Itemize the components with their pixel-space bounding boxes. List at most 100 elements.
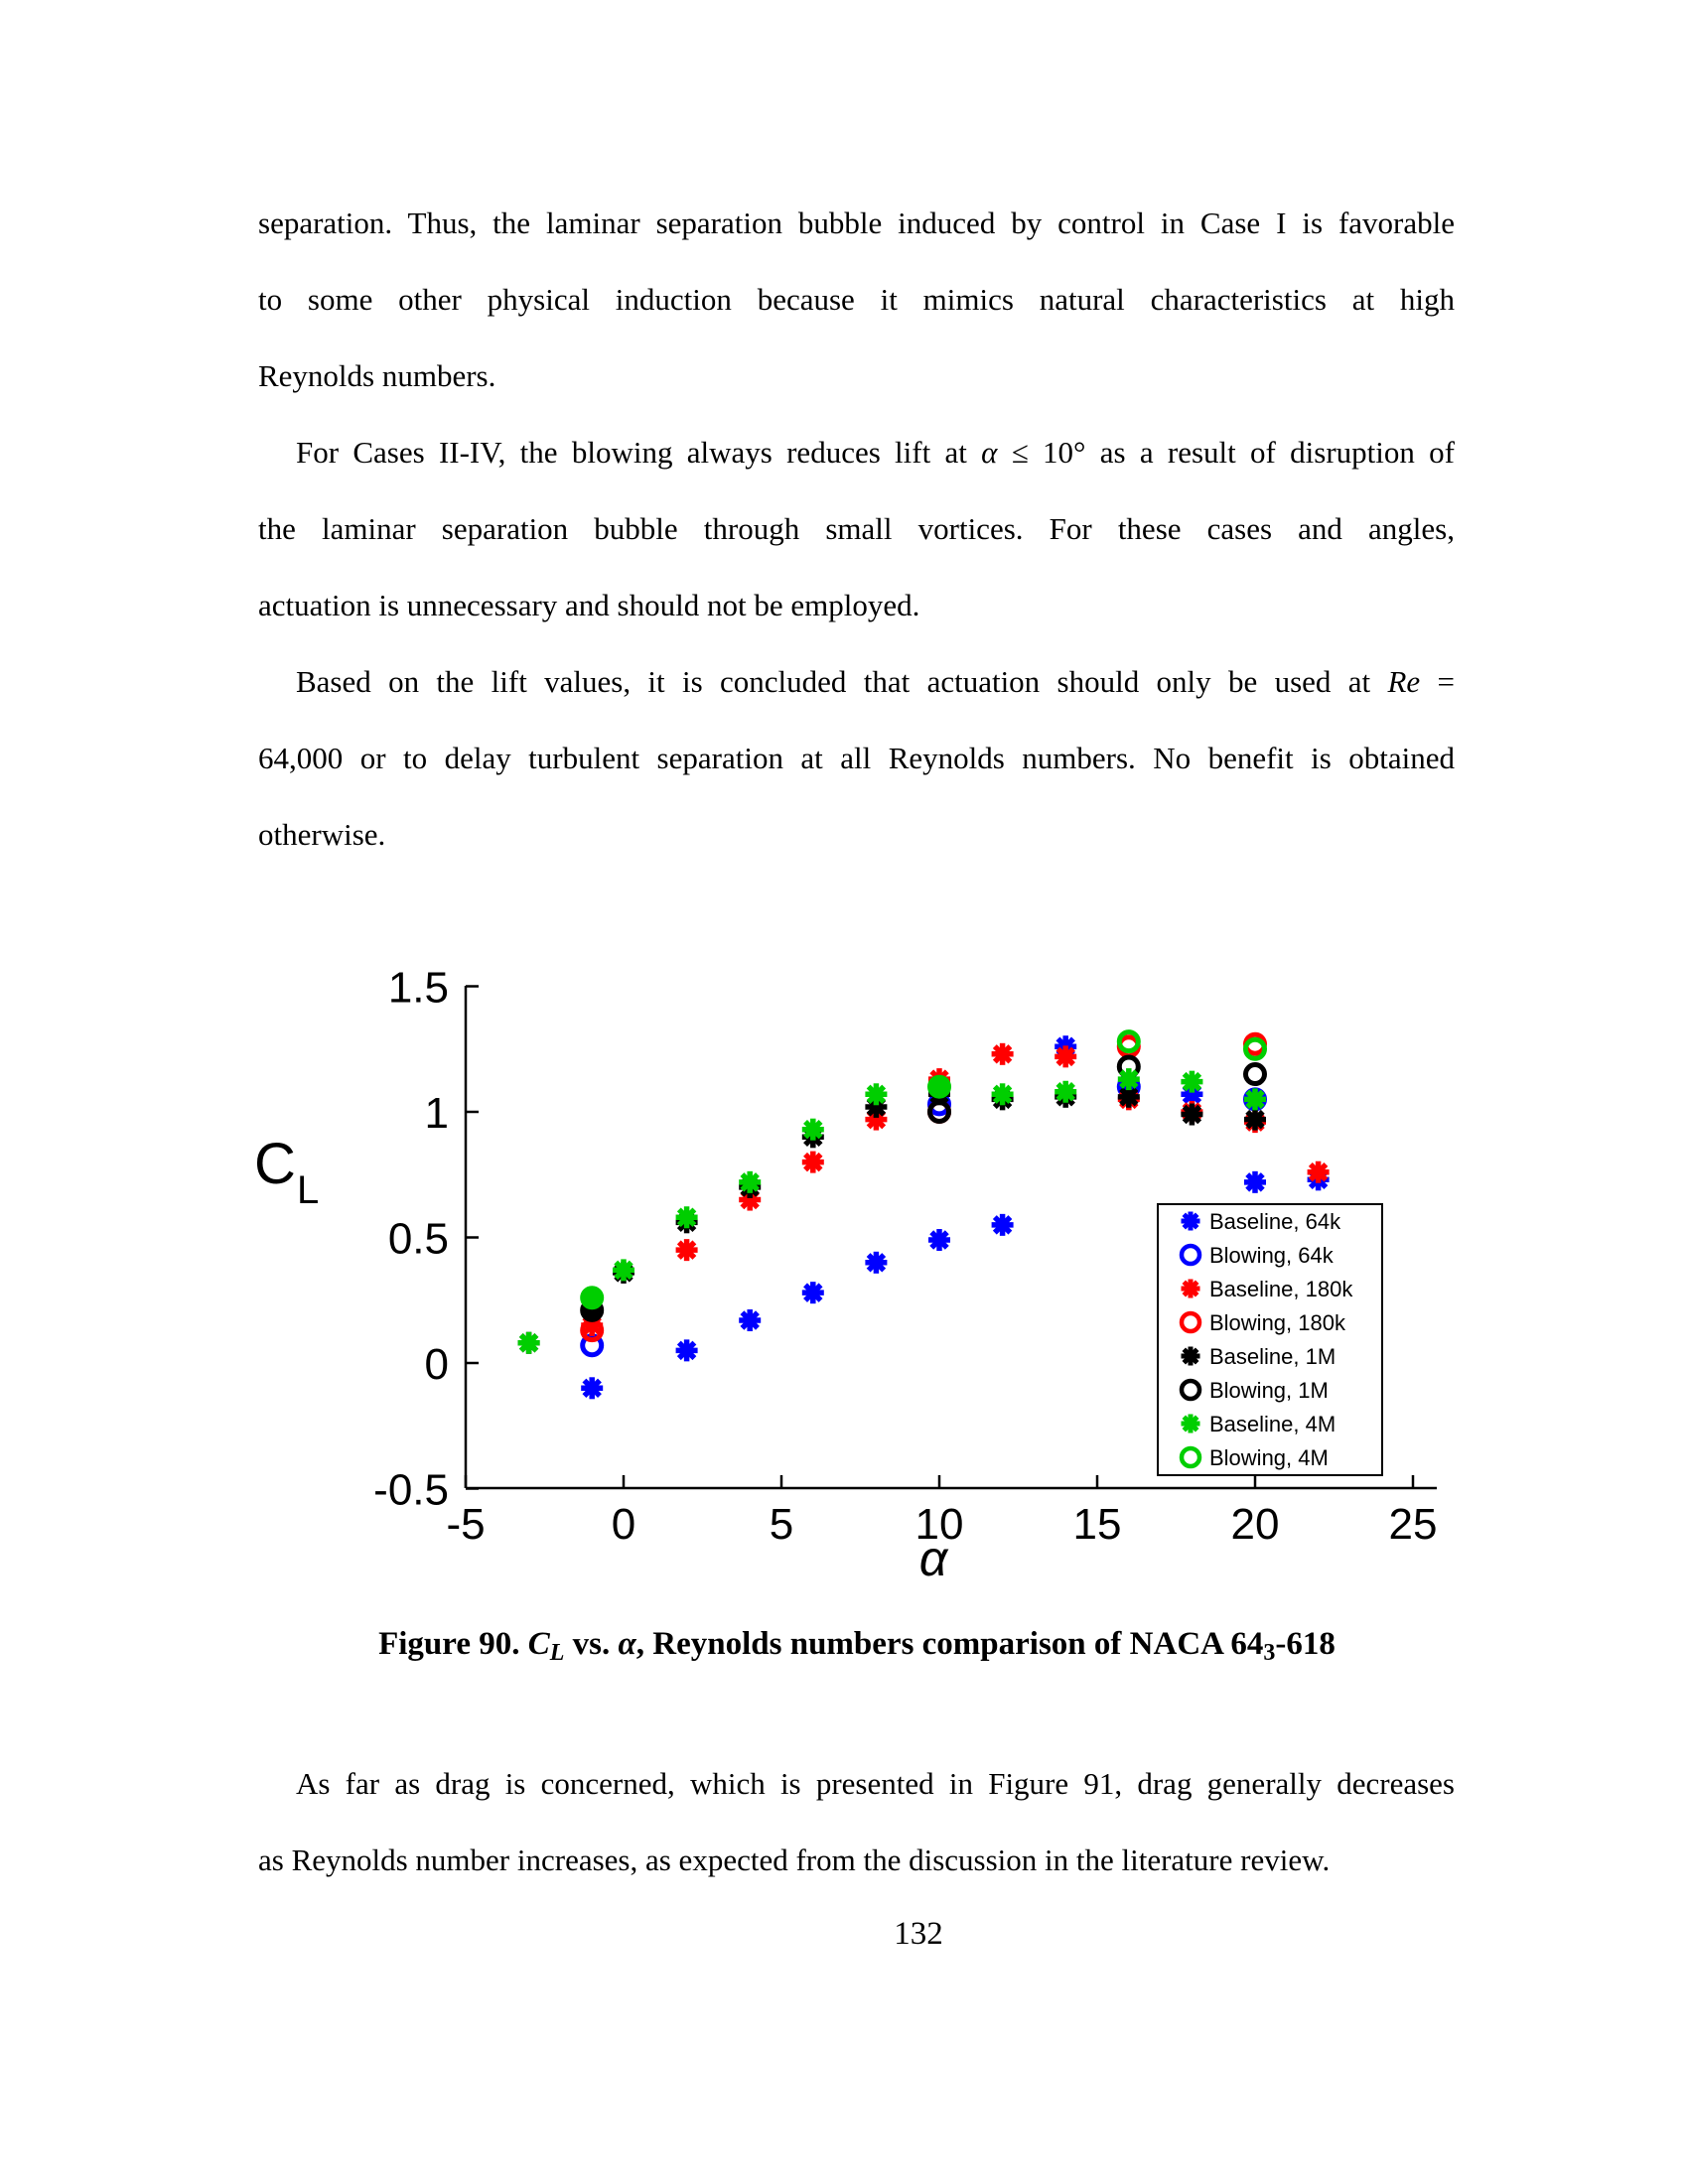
data-point-marker <box>866 1253 887 1273</box>
caption-text: Figure 90. <box>378 1626 528 1662</box>
body-text: ≤ 10° as a result of disruption of <box>997 435 1455 470</box>
body-line: actuation is unnecessary and should not … <box>258 588 920 622</box>
legend-entry: Blowing, 4M <box>1179 1445 1329 1470</box>
x-tick-label: 25 <box>1389 1500 1438 1549</box>
body-line: as Reynolds number increases, as expecte… <box>258 1843 1331 1877</box>
data-point-marker <box>1243 1036 1267 1061</box>
y-axis-label-subscript: L <box>297 1168 319 1212</box>
data-point-marker <box>1243 1062 1267 1087</box>
data-point-marker <box>992 1215 1013 1235</box>
x-axis-label: α <box>919 1531 949 1586</box>
data-point-marker <box>866 1084 887 1105</box>
x-tick-label: 10 <box>915 1500 964 1549</box>
naca-subscript: 3 <box>1263 1640 1276 1666</box>
data-point-marker <box>1055 1082 1075 1102</box>
x-tick-label: 5 <box>770 1500 793 1549</box>
y-tick-label: 1.5 <box>388 964 449 1013</box>
x-tick-label: 20 <box>1231 1500 1280 1549</box>
body-line: 64,000 or to delay turbulent separation … <box>258 741 1455 775</box>
cl-symbol: C <box>527 1626 550 1662</box>
data-point-marker <box>1119 1087 1139 1107</box>
data-point-marker <box>1055 1046 1075 1067</box>
legend-label: Baseline, 4M <box>1209 1412 1336 1436</box>
legend-label: Blowing, 1M <box>1209 1378 1329 1403</box>
data-point-marker <box>1245 1172 1265 1192</box>
body-line: otherwise. <box>258 817 386 852</box>
page-number: 132 <box>894 1916 943 1952</box>
legend-label: Blowing, 180k <box>1209 1310 1346 1335</box>
body-text: Based on the lift values, it is conclude… <box>296 664 1388 699</box>
x-tick-label: 15 <box>1073 1500 1122 1549</box>
caption-text: , Reynolds numbers comparison of NACA 64 <box>635 1626 1264 1662</box>
data-point-marker <box>1179 1378 1202 1402</box>
data-point-marker <box>1182 1347 1199 1365</box>
data-point-marker <box>992 1044 1013 1064</box>
data-point-marker <box>803 1152 823 1172</box>
data-point-marker <box>614 1260 633 1281</box>
body-text: = <box>1420 664 1456 699</box>
data-point-marker <box>740 1310 760 1330</box>
data-point-marker <box>927 1074 951 1099</box>
data-point-marker <box>1182 1280 1199 1297</box>
reynolds-symbol: Re <box>1387 664 1421 699</box>
data-point-marker <box>1179 1310 1202 1334</box>
figure-caption: Figure 90. CL vs. α, Reynolds numbers co… <box>246 1626 1468 1667</box>
data-point-marker <box>1119 1069 1139 1089</box>
caption-text: -618 <box>1275 1626 1336 1662</box>
data-point-marker <box>1179 1243 1202 1267</box>
data-point-marker <box>929 1230 949 1250</box>
legend-label: Blowing, 4M <box>1209 1445 1329 1470</box>
data-point-marker <box>1308 1161 1329 1182</box>
legend-label: Blowing, 64k <box>1209 1243 1335 1268</box>
cl-subscript: L <box>549 1640 565 1666</box>
legend-entry: Baseline, 1M <box>1181 1344 1336 1369</box>
y-tick-label: 0 <box>425 1340 449 1389</box>
data-point-marker <box>518 1333 539 1353</box>
y-tick-label: 0.5 <box>388 1215 449 1264</box>
y-axis-label: C <box>254 1132 296 1196</box>
series-baseline-1m <box>517 1083 1266 1354</box>
body-line: As far as drag is concerned, which is pr… <box>296 1766 1455 1801</box>
data-point-marker <box>676 1240 697 1260</box>
legend-label: Baseline, 1M <box>1209 1344 1336 1369</box>
body-line: to some other physical induction because… <box>258 282 1455 317</box>
data-point-marker <box>580 1286 605 1310</box>
data-point-marker <box>803 1119 823 1140</box>
data-point-marker <box>1182 1071 1202 1092</box>
data-point-marker <box>582 1378 602 1399</box>
data-point-marker <box>1245 1089 1265 1110</box>
legend-entry: Baseline, 64k <box>1181 1209 1341 1234</box>
body-line: For Cases II-IV, the blowing always redu… <box>258 435 1455 480</box>
series-baseline-4m <box>517 1068 1266 1354</box>
legend-entry: Blowing, 1M <box>1179 1378 1329 1403</box>
series-blowing-4m <box>580 1029 1267 1310</box>
data-point-marker <box>1116 1029 1141 1054</box>
legend-label: Baseline, 64k <box>1209 1209 1341 1234</box>
body-line: separation. Thus, the laminar separation… <box>258 205 1455 240</box>
data-point-marker <box>1179 1445 1202 1469</box>
data-point-marker <box>1182 1212 1199 1230</box>
body-text: For Cases II-IV, the blowing always redu… <box>296 435 982 470</box>
data-point-marker <box>1245 1109 1265 1130</box>
alpha-symbol: α <box>618 1626 636 1662</box>
legend-label: Baseline, 180k <box>1209 1277 1353 1301</box>
alpha-symbol: α <box>981 435 998 470</box>
body-line: Based on the lift values, it is conclude… <box>258 664 1455 710</box>
body-line: the laminar separation bubble through sm… <box>258 511 1455 546</box>
y-tick-label: 1 <box>425 1089 449 1138</box>
data-point-marker <box>927 1100 951 1124</box>
caption-text: vs. <box>564 1626 619 1662</box>
legend-entry: Blowing, 64k <box>1179 1243 1335 1268</box>
data-point-marker <box>992 1084 1013 1105</box>
legend-entry: Blowing, 180k <box>1179 1310 1346 1335</box>
data-point-marker <box>803 1283 823 1302</box>
x-tick-label: -5 <box>446 1500 485 1549</box>
data-point-marker <box>740 1172 760 1192</box>
y-tick-label: -0.5 <box>373 1466 449 1515</box>
data-point-marker <box>1182 1104 1202 1125</box>
x-tick-label: 0 <box>612 1500 635 1549</box>
legend-entry: Baseline, 4M <box>1181 1412 1336 1436</box>
data-point-marker <box>676 1340 697 1361</box>
